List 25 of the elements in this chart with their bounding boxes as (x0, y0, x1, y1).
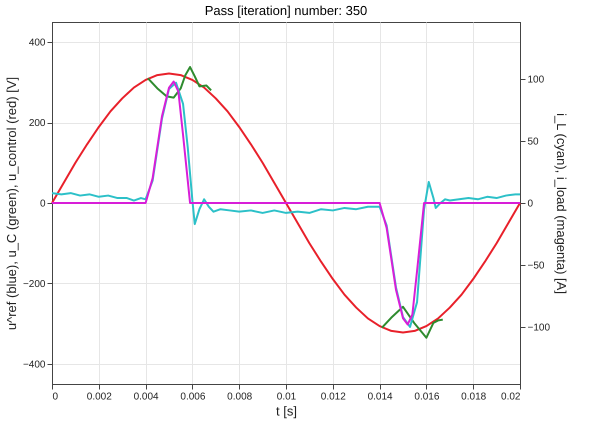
x-tick-label: 0.016 (414, 392, 440, 402)
y2-tick-label: 0 (528, 198, 534, 210)
y-tick-label: 200 (28, 118, 46, 130)
y-tick-label: 400 (28, 38, 46, 49)
x-tick-label: 0.006 (180, 392, 206, 402)
x-tick-label: 0.012 (320, 392, 346, 402)
x-tick-label: 0.02 (501, 392, 521, 402)
x-tick-label: 0.004 (134, 392, 160, 402)
y-tick-label: −400 (22, 359, 46, 370)
y2-tick-label: −50 (528, 260, 545, 272)
x-tick-label: 0.002 (86, 392, 112, 402)
x-axis-title: t [s] (276, 404, 297, 418)
x-tick-label: 0.008 (227, 392, 253, 402)
x-tick-label: 0.014 (368, 392, 394, 402)
y2-tick-label: 50 (528, 136, 540, 148)
chart-title: Pass [iteration] number: 350 (204, 3, 368, 18)
y-tick-label: −200 (22, 278, 46, 290)
y-tick-label: 0 (40, 198, 46, 210)
y2-axis-title: i_L (cyan), i_load (magenta) [A] (554, 113, 570, 294)
x-tick-label: 0.018 (461, 392, 487, 402)
y2-tick-label: −100 (528, 322, 550, 334)
x-tick-label: 0 (52, 392, 58, 402)
x-tick-label: 0.01 (276, 392, 297, 402)
y2-tick-label: 100 (528, 74, 545, 86)
y-axis-title: u^ref (blue), u_C (green), u_control (red) [V] (4, 76, 19, 330)
